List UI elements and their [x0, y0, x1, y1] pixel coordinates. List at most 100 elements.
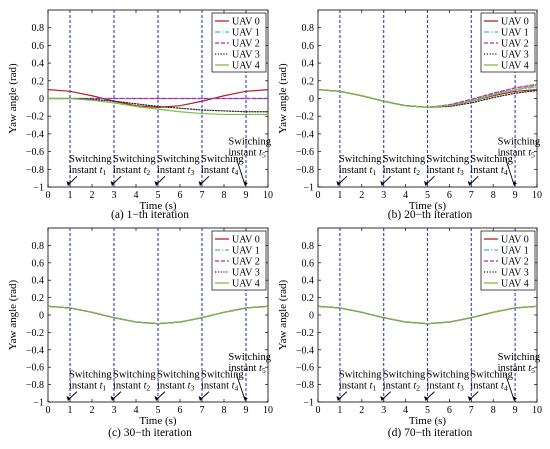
annotation-label: instant t4	[201, 165, 239, 177]
annotation-word: instant	[201, 165, 232, 176]
legend-box	[211, 230, 267, 291]
y-tick-label: −0.4	[26, 345, 44, 356]
annotation-label: instant t5	[498, 148, 536, 160]
annotation-var: t	[457, 165, 461, 176]
annotation-word: instant	[113, 381, 144, 392]
annotation-arrowhead	[154, 181, 159, 186]
y-tick-label: 0.2	[302, 76, 315, 87]
annotation-word: instant	[228, 363, 259, 374]
annotation-word: instant	[427, 381, 458, 392]
y-tick-label: 0.6	[302, 41, 315, 52]
x-tick-label: 6	[447, 405, 452, 416]
annotation-label: instant t2	[383, 381, 421, 393]
panel-3: 0 1 2 3 4 5 6 7 8 9 10 0.8 0.6 0.4 0.2 0 −0.2 −0.4 −0.6 −0.…	[7, 227, 273, 439]
x-tick-label: 4	[134, 190, 139, 201]
legend-label: UAV 1	[501, 28, 529, 39]
annotation-word: instant	[69, 381, 100, 392]
y-tick-label: −0.4	[26, 129, 44, 140]
y-tick-label: −0.2	[26, 112, 44, 123]
annotation-sub: 3	[191, 384, 195, 393]
y-tick-label: 0.4	[302, 59, 315, 70]
x-tick-label: 6	[178, 190, 183, 201]
annotation-sub: 5	[262, 366, 266, 375]
annotation-arrowhead	[66, 396, 71, 401]
y-tick-label: −1	[303, 398, 314, 409]
annotation-arrowhead	[66, 181, 71, 186]
y-tick-label: 0	[309, 94, 314, 105]
legend-label: UAV 2	[232, 257, 260, 268]
annotation-arrowhead	[110, 181, 115, 186]
series-line-4	[318, 84, 537, 108]
y-tick-label: 0.2	[32, 293, 45, 304]
annotation-var: t	[370, 381, 374, 392]
legend-label: UAV 2	[501, 257, 529, 268]
y-tick-label: 0	[39, 94, 44, 105]
x-tick-label: 10	[263, 190, 273, 201]
annotation-sub: 2	[416, 168, 420, 177]
x-tick-label: 9	[513, 405, 518, 416]
annotation-title: Switching	[427, 154, 470, 165]
y-tick-label: 0.8	[32, 241, 45, 252]
annotation-label: instant t5	[228, 148, 266, 160]
annotation-var: t	[413, 165, 417, 176]
y-tick-label: −1	[303, 183, 314, 194]
annotation-sub: 3	[460, 384, 464, 393]
annotation-arrowhead	[336, 181, 341, 186]
y-tick-label: 0.4	[32, 276, 45, 287]
annotation-var: t	[528, 363, 532, 374]
y-tick-label: −0.8	[296, 165, 314, 176]
x-tick-label: 6	[447, 190, 452, 201]
annotation-title: Switching	[383, 154, 426, 165]
series-line-4	[318, 305, 537, 325]
annotation-word: instant	[228, 148, 259, 159]
annotation-title: Switching	[201, 154, 244, 165]
y-tick-label: −0.6	[296, 147, 314, 158]
annotation-title: Switching	[470, 370, 513, 381]
legend-label: UAV 0	[501, 235, 529, 246]
legend-label: UAV 0	[501, 17, 529, 28]
x-tick-label: 3	[381, 405, 386, 416]
panel-caption: (c) 30−th iteration	[108, 427, 192, 439]
x-tick-label: 8	[222, 190, 227, 201]
series-line-4	[48, 97, 268, 116]
x-tick-label: 5	[156, 190, 161, 201]
annotation-sub: 3	[191, 168, 195, 177]
annotation-word: instant	[113, 165, 144, 176]
annotation-sub: 5	[262, 151, 266, 160]
y-tick-label: 0.8	[302, 241, 315, 252]
y-tick-label: −1	[33, 398, 44, 409]
annotation-var: t	[188, 381, 192, 392]
annotation-arrow	[505, 374, 515, 401]
x-tick-label: 3	[381, 190, 386, 201]
annotation-var: t	[528, 148, 532, 159]
legend-label: UAV 2	[232, 39, 260, 50]
y-tick-label: 0.4	[32, 59, 45, 70]
legend-label: UAV 0	[232, 235, 260, 246]
legend-label: UAV 4	[501, 279, 529, 290]
x-tick-label: 2	[359, 190, 364, 201]
x-tick-label: 1	[337, 190, 342, 201]
annotation-title: Switching	[498, 137, 541, 148]
legend-label: UAV 3	[232, 50, 260, 61]
panel-caption: (b) 20−th iteration	[388, 209, 473, 221]
y-tick-label: −0.8	[26, 165, 44, 176]
x-tick-label: 5	[156, 405, 161, 416]
annotation-var: t	[188, 165, 192, 176]
x-tick-label: 10	[263, 405, 273, 416]
annotation-arrowhead	[198, 396, 203, 401]
annotation-var: t	[501, 381, 505, 392]
y-tick-label: 0	[309, 311, 314, 322]
x-tick-label: 9	[244, 190, 249, 201]
legend-label: UAV 1	[501, 246, 529, 257]
annotation-arrowhead	[380, 181, 385, 186]
annotation-sub: 5	[531, 151, 535, 160]
annotation-word: instant	[498, 363, 529, 374]
